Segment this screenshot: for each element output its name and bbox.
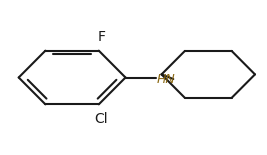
Text: Cl: Cl xyxy=(95,112,108,126)
Text: F: F xyxy=(97,30,105,44)
Text: HN: HN xyxy=(157,73,175,86)
